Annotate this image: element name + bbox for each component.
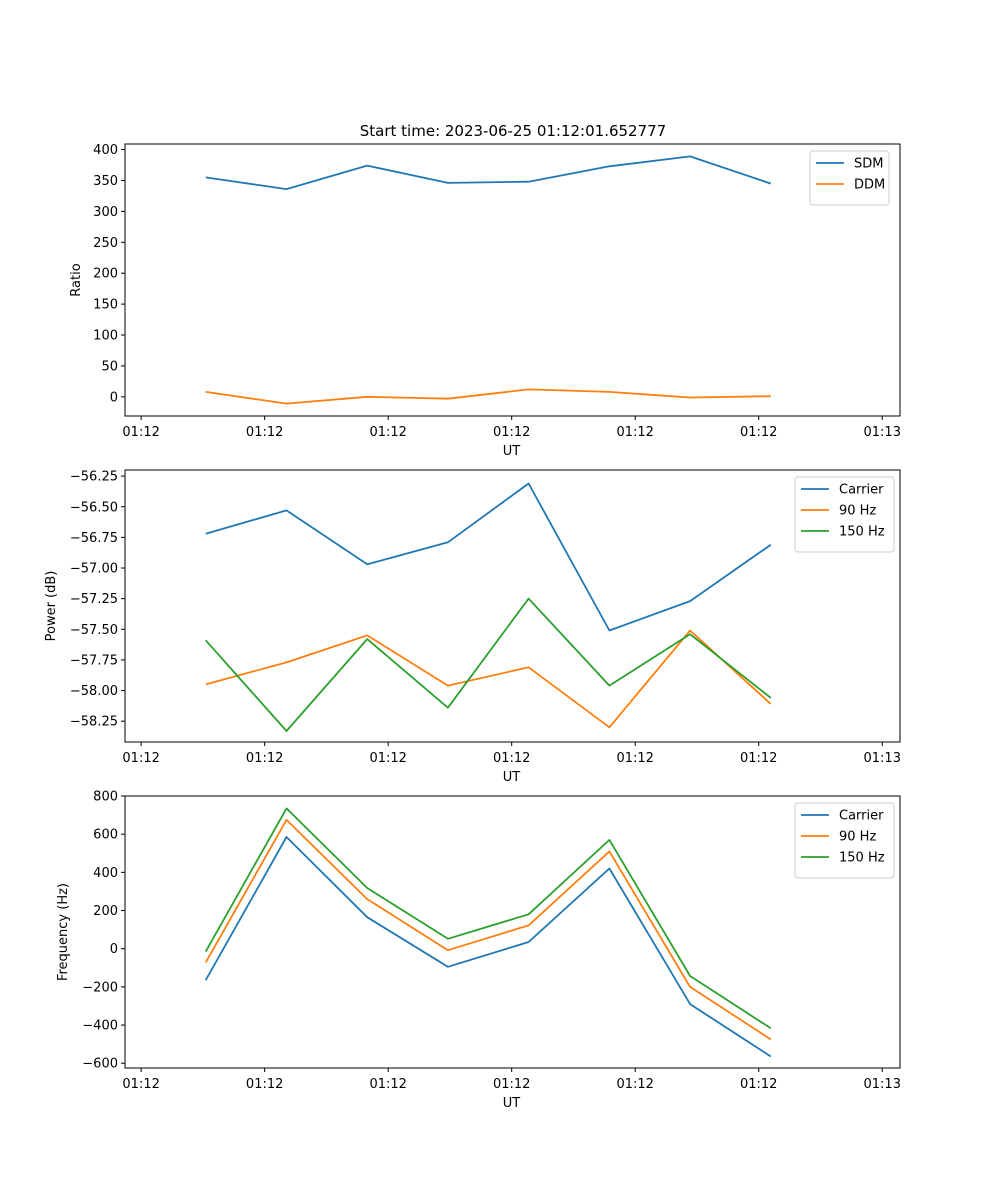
series-line-90-hz bbox=[205, 629, 772, 729]
x-tick-label: 01:13 bbox=[864, 751, 901, 766]
x-tick-label: 01:12 bbox=[369, 1077, 406, 1092]
x-axis-label: UT bbox=[503, 770, 521, 785]
y-tick-label: −58.00 bbox=[70, 684, 118, 699]
figure-title: Start time: 2023-06-25 01:12:01.652777 bbox=[360, 122, 666, 140]
y-tick-label: 50 bbox=[101, 359, 118, 374]
series-line-sdm bbox=[205, 155, 772, 191]
series-line-150-hz bbox=[204, 807, 772, 1030]
legend: SDM DDM bbox=[809, 150, 890, 206]
x-tick-label: 01:12 bbox=[616, 751, 653, 766]
x-tick-label: 01:12 bbox=[740, 425, 777, 440]
chart-panel-3: 01:12 01:12 01:12 01:12 01:12 01:12 01:13 −600 −… bbox=[56, 790, 901, 1112]
y-tick-label: 400 bbox=[93, 143, 118, 158]
y-tick-label: 600 bbox=[93, 828, 118, 843]
y-axis-label: Power (dB) bbox=[44, 571, 59, 642]
y-tick-label: −400 bbox=[82, 1019, 118, 1034]
axes-frame bbox=[124, 469, 901, 743]
y-axis-label: Ratio bbox=[69, 263, 84, 296]
x-tick-label: 01:12 bbox=[740, 1077, 777, 1092]
legend-label: 150 Hz bbox=[839, 851, 885, 866]
legend-box bbox=[794, 802, 895, 879]
series-line-carrier bbox=[205, 482, 772, 632]
x-tick-label: 01:12 bbox=[493, 751, 530, 766]
legend-label: SDM bbox=[854, 157, 883, 172]
legend-box bbox=[809, 150, 890, 206]
y-tick-label: −56.75 bbox=[70, 531, 118, 546]
y-tick-label: 200 bbox=[93, 904, 118, 919]
y-tick-label: 150 bbox=[93, 298, 118, 313]
x-tick-label: 01:12 bbox=[122, 751, 159, 766]
x-tick-label: 01:13 bbox=[864, 1077, 901, 1092]
x-tick-label: 01:12 bbox=[369, 425, 406, 440]
y-tick-label: −56.25 bbox=[70, 470, 118, 485]
series-line-90-hz bbox=[204, 819, 772, 1041]
series-line-carrier bbox=[204, 836, 772, 1058]
x-tick-label: 01:12 bbox=[122, 1077, 159, 1092]
x-tick-label: 01:12 bbox=[246, 751, 283, 766]
x-tick-label: 01:12 bbox=[616, 425, 653, 440]
x-tick-label: 01:12 bbox=[246, 425, 283, 440]
y-tick-label: 300 bbox=[93, 205, 118, 220]
legend: Carrier 90 Hz 150 Hz bbox=[794, 476, 895, 553]
axes-frame bbox=[124, 795, 901, 1069]
legend-label: 90 Hz bbox=[839, 504, 876, 519]
legend-label: 90 Hz bbox=[839, 830, 876, 845]
y-tick-label: 0 bbox=[110, 390, 118, 405]
y-tick-label: −57.25 bbox=[70, 592, 118, 607]
x-tick-label: 01:13 bbox=[864, 425, 901, 440]
y-tick-label: 200 bbox=[93, 267, 118, 282]
legend-box bbox=[794, 476, 895, 553]
y-tick-label: 800 bbox=[93, 790, 118, 805]
x-axis-label: UT bbox=[503, 1096, 521, 1111]
y-tick-label: −600 bbox=[82, 1057, 118, 1072]
x-tick-label: 01:12 bbox=[493, 425, 530, 440]
axes-frame bbox=[124, 143, 901, 417]
series-line-ddm bbox=[205, 388, 771, 405]
x-tick-label: 01:12 bbox=[616, 1077, 653, 1092]
chart-panel-2: 01:12 01:12 01:12 01:12 01:12 01:12 01:13 −58.2… bbox=[44, 469, 901, 785]
x-tick-label: 01:12 bbox=[122, 425, 159, 440]
y-tick-label: 400 bbox=[93, 866, 118, 881]
series-line-150-hz bbox=[205, 597, 772, 732]
y-axis-label: Frequency (Hz) bbox=[56, 883, 71, 981]
y-tick-label: −200 bbox=[82, 980, 118, 995]
y-tick-label: −57.50 bbox=[70, 623, 118, 638]
y-tick-label: −58.25 bbox=[70, 715, 118, 730]
x-tick-label: 01:12 bbox=[740, 751, 777, 766]
y-tick-label: 350 bbox=[93, 174, 118, 189]
legend: Carrier 90 Hz 150 Hz bbox=[794, 802, 895, 879]
x-tick-label: 01:12 bbox=[369, 751, 406, 766]
x-tick-label: 01:12 bbox=[493, 1077, 530, 1092]
legend-label: Carrier bbox=[839, 809, 884, 824]
chart-panel-1: 01:12 01:12 01:12 01:12 01:12 01:12 01:13 0 50 10… bbox=[69, 143, 901, 459]
x-axis-label: UT bbox=[503, 444, 521, 459]
legend-label: 150 Hz bbox=[839, 525, 885, 540]
legend-label: Carrier bbox=[839, 483, 884, 498]
y-tick-label: 0 bbox=[110, 942, 118, 957]
y-tick-label: −57.00 bbox=[70, 562, 118, 577]
legend-label: DDM bbox=[854, 178, 885, 193]
x-tick-label: 01:12 bbox=[246, 1077, 283, 1092]
y-tick-label: 250 bbox=[93, 236, 118, 251]
y-tick-label: 100 bbox=[93, 329, 118, 344]
y-tick-label: −57.75 bbox=[70, 653, 118, 668]
y-tick-label: −56.50 bbox=[70, 500, 118, 515]
